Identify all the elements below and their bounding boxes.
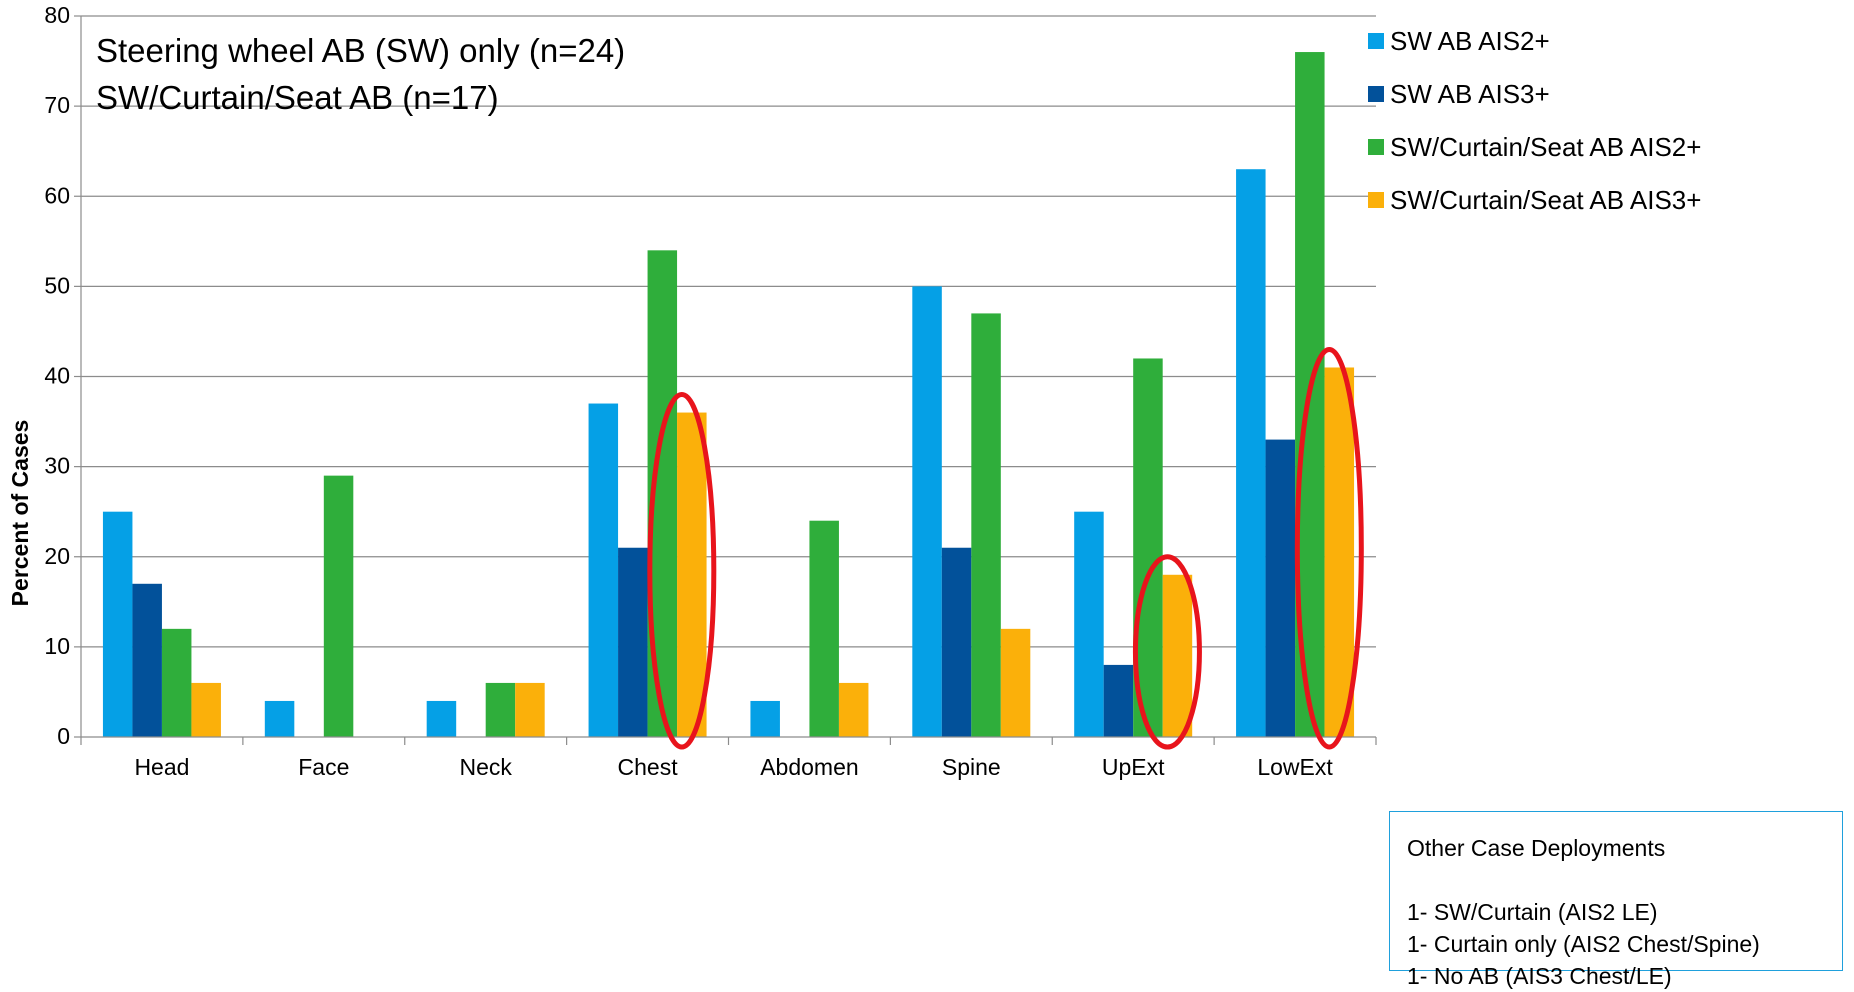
bar-lowext-series-4 (1324, 367, 1355, 737)
legend-swatch-curtain-ais3 (1368, 192, 1384, 208)
bar-chest-series-2 (618, 547, 648, 737)
bar-abdomen-series-3 (809, 520, 839, 737)
y-tick-label-40: 40 (44, 363, 70, 389)
axes: 0 10 20 30 40 50 60 70 80 Head Face Neck Chest Abdome… (44, 2, 1377, 780)
bar-neck-series-3 (485, 682, 516, 737)
bar-spine-series-3 (971, 313, 1001, 737)
y-axis-title: Percent of Cases (7, 420, 33, 607)
note-line-3: 1- No AB (AIS3 Chest/LE) (1407, 963, 1672, 989)
y-tick-label-60: 60 (44, 182, 70, 208)
bar-lowext-series-1 (1236, 169, 1266, 737)
legend-label-sw-ais2: SW AB AIS2+ (1390, 25, 1550, 56)
note-title: Other Case Deployments (1407, 835, 1666, 861)
bars (102, 52, 1355, 738)
x-tick-label-abdomen: Abdomen (760, 754, 858, 780)
x-tick-label-face: Face (298, 754, 349, 780)
bar-spine-series-1 (912, 286, 942, 737)
legend-item-curtain-ais2: SW/Curtain/Seat AB AIS2+ (1368, 132, 1701, 162)
grid-lines (81, 15, 1376, 648)
bar-chest-series-4 (677, 412, 707, 737)
bar-neck-series-1 (426, 700, 457, 737)
bar-face-series-1 (264, 700, 295, 737)
legend-swatch-sw-ais3 (1368, 86, 1384, 102)
subtitle-line-2: SW/Curtain/Seat AB (n=17) (96, 79, 499, 116)
bar-upext-series-2 (1103, 664, 1134, 737)
bar-upext-series-4 (1162, 574, 1193, 737)
x-tick-label-chest: Chest (618, 754, 679, 780)
x-tick-label-upext: UpExt (1102, 754, 1165, 780)
x-tick-label-lowext: LowExt (1257, 754, 1333, 780)
bar-spine-series-2 (941, 547, 972, 737)
other-deployments-note: Other Case Deployments 1- SW/Curtain (AI… (1389, 811, 1843, 989)
legend-swatch-curtain-ais2 (1368, 139, 1384, 155)
legend-label-sw-ais3: SW AB AIS3+ (1390, 78, 1550, 109)
legend-label-curtain-ais3: SW/Curtain/Seat AB AIS3+ (1390, 184, 1702, 215)
bar-neck-series-4 (515, 682, 545, 737)
bar-abdomen-series-4 (838, 682, 869, 737)
y-tick-label-10: 10 (44, 633, 70, 659)
legend-swatch-sw-ais2 (1368, 33, 1384, 49)
bar-upext-series-1 (1074, 511, 1104, 737)
x-tick-label-spine: Spine (942, 754, 1001, 780)
highlight-ellipse-chest (647, 392, 717, 750)
highlight-ellipses (647, 346, 1364, 750)
y-tick-label-70: 70 (44, 92, 70, 118)
x-tick-label-neck: Neck (459, 754, 512, 780)
bar-head-series-2 (132, 583, 162, 737)
bar-spine-series-4 (1000, 628, 1031, 737)
bar-head-series-4 (191, 682, 221, 737)
note-spacer (1407, 864, 1842, 896)
bar-face-series-3 (323, 475, 354, 737)
x-tick-label-head: Head (134, 754, 189, 780)
legend-item-sw-ais2: SW AB AIS2+ (1368, 26, 1550, 56)
bar-abdomen-series-1 (750, 700, 780, 737)
bar-chest-series-1 (588, 403, 619, 737)
subtitle-line-1: Steering wheel AB (SW) only (n=24) (96, 32, 626, 69)
highlight-ellipse-upext (1132, 554, 1202, 750)
y-tick-label-20: 20 (44, 543, 70, 569)
y-tick-label-50: 50 (44, 272, 70, 298)
bar-head-series-3 (161, 628, 192, 737)
y-tick-label-0: 0 (57, 723, 70, 749)
bar-head-series-1 (102, 511, 133, 737)
legend-item-sw-ais3: SW AB AIS3+ (1368, 79, 1550, 109)
bar-lowext-series-2 (1265, 439, 1296, 737)
note-line-2: 1- Curtain only (AIS2 Chest/Spine) (1407, 931, 1760, 957)
note-line-1: 1- SW/Curtain (AIS2 LE) (1407, 899, 1658, 925)
highlight-ellipse-lowext (1294, 346, 1364, 750)
y-tick-label-30: 30 (44, 453, 70, 479)
legend-label-curtain-ais2: SW/Curtain/Seat AB AIS2+ (1390, 131, 1702, 162)
legend-item-curtain-ais3: SW/Curtain/Seat AB AIS3+ (1368, 185, 1701, 215)
y-tick-label-80: 80 (44, 2, 70, 28)
